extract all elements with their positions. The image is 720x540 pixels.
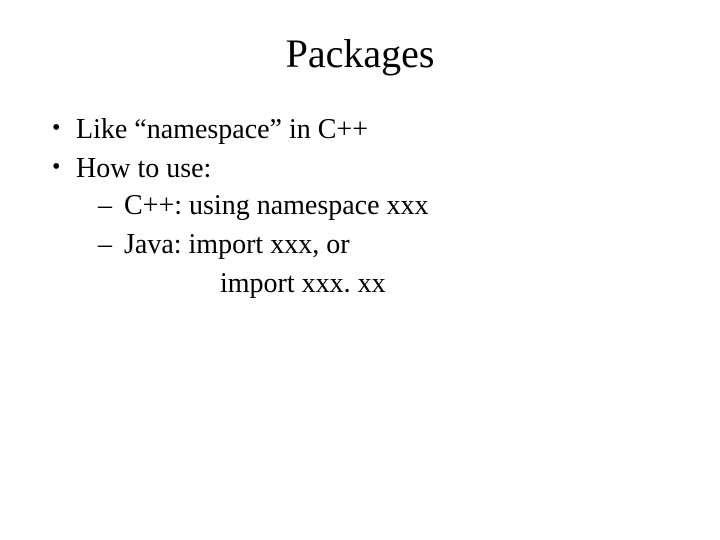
bullet-text: Like “namespace” in C++ [76, 114, 368, 145]
sub-bullet-text: C++: using namespace xxx [124, 190, 429, 221]
continuation-line: import xxx. xx [76, 266, 672, 301]
sub-bullet-item-1: C++: using namespace xxx [76, 188, 672, 223]
bullet-text: How to use: [76, 153, 211, 184]
bullet-item-2: How to use: C++: using namespace xxx Jav… [48, 151, 672, 301]
slide-title: Packages [0, 30, 720, 77]
sub-bullet-text: Java: import xxx, or [124, 229, 350, 260]
bullet-item-1: Like “namespace” in C++ [48, 112, 672, 147]
slide-body: Like “namespace” in C++ How to use: C++:… [48, 112, 672, 305]
slide: Packages Like “namespace” in C++ How to … [0, 0, 720, 540]
sub-bullet-item-2: Java: import xxx, or [76, 227, 672, 262]
sub-bullet-list: C++: using namespace xxx Java: import xx… [76, 188, 672, 262]
bullet-list: Like “namespace” in C++ How to use: C++:… [48, 112, 672, 301]
